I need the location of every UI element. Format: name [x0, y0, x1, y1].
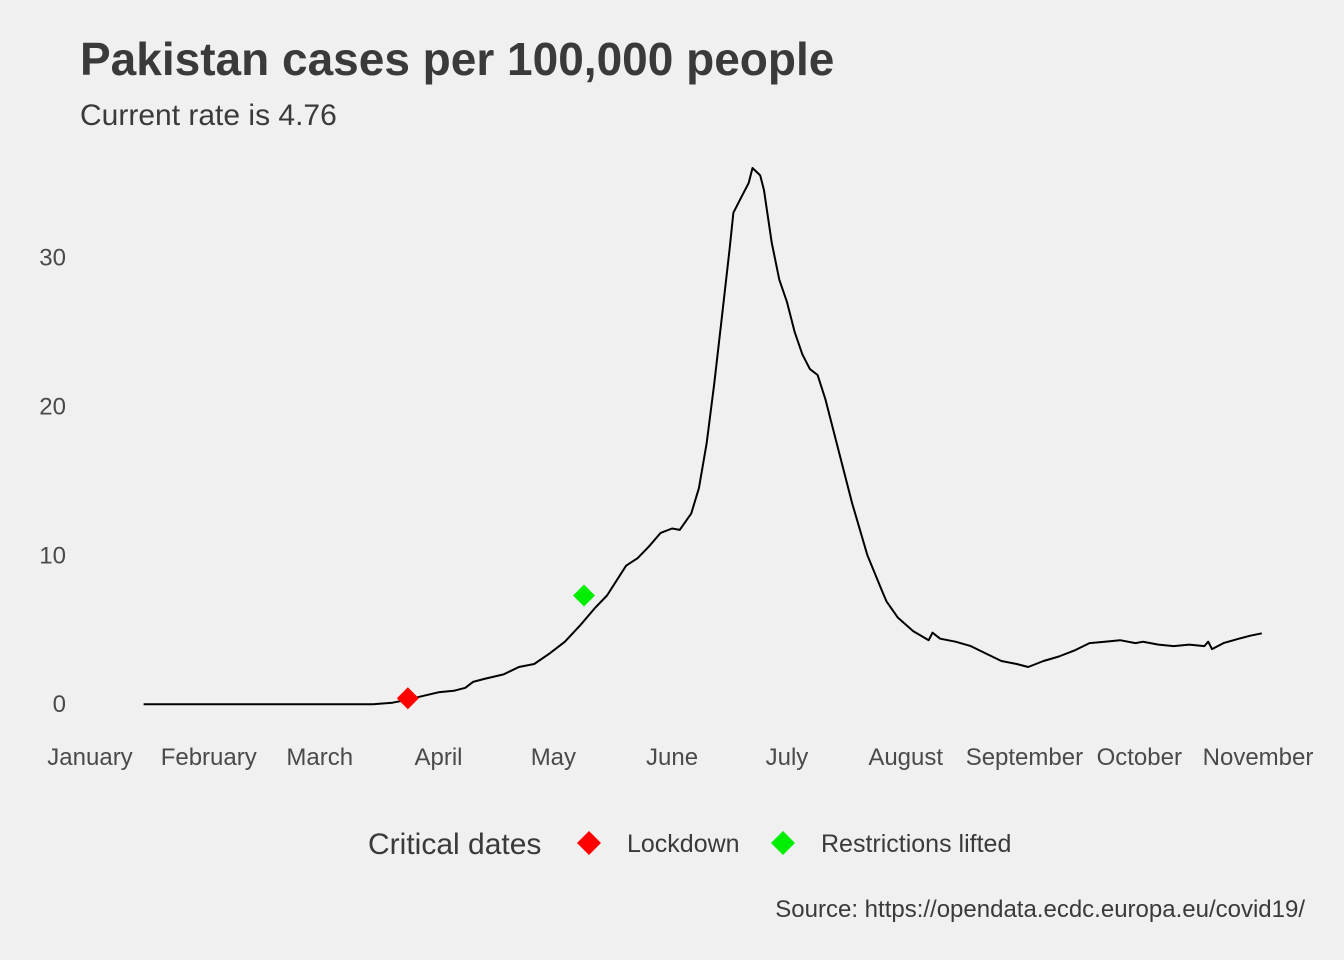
y-tick-label: 0	[53, 691, 66, 718]
critical-date-marker	[396, 687, 419, 710]
x-tick-label: November	[1203, 744, 1314, 771]
x-tick-label: October	[1097, 744, 1182, 771]
legend: Critical dates Lockdown Restrictions lifte…	[368, 828, 1011, 861]
y-tick-label: 10	[39, 542, 66, 569]
legend-label: Lockdown	[627, 830, 740, 858]
series-layer	[143, 167, 1263, 706]
series-line	[143, 167, 1263, 706]
x-tick-label: May	[531, 744, 576, 771]
y-tick-label: 30	[39, 244, 66, 271]
chart-title: Pakistan cases per 100,000 people	[80, 33, 834, 85]
marker-layer	[396, 584, 596, 710]
x-tick-label: February	[161, 744, 257, 771]
x-axis: January February March April May June July Augu…	[47, 744, 1313, 771]
x-tick-label: March	[286, 744, 353, 771]
x-tick-label: April	[414, 744, 462, 771]
critical-date-marker	[573, 584, 596, 607]
x-tick-label: July	[766, 744, 809, 771]
x-tick-label: June	[646, 744, 698, 771]
legend-title: Critical dates	[368, 828, 541, 861]
x-tick-label: January	[47, 744, 132, 771]
legend-label: Restrictions lifted	[821, 830, 1011, 858]
x-tick-label: September	[966, 744, 1083, 771]
y-axis: 0 10 20 30	[39, 244, 66, 718]
legend-key	[771, 831, 795, 855]
source-caption: Source: https://opendata.ecdc.europa.eu/…	[775, 896, 1305, 923]
y-tick-label: 20	[39, 393, 66, 420]
chart-subtitle: Current rate is 4.76	[80, 99, 337, 132]
legend-key	[577, 831, 601, 855]
x-tick-label: August	[868, 744, 943, 771]
